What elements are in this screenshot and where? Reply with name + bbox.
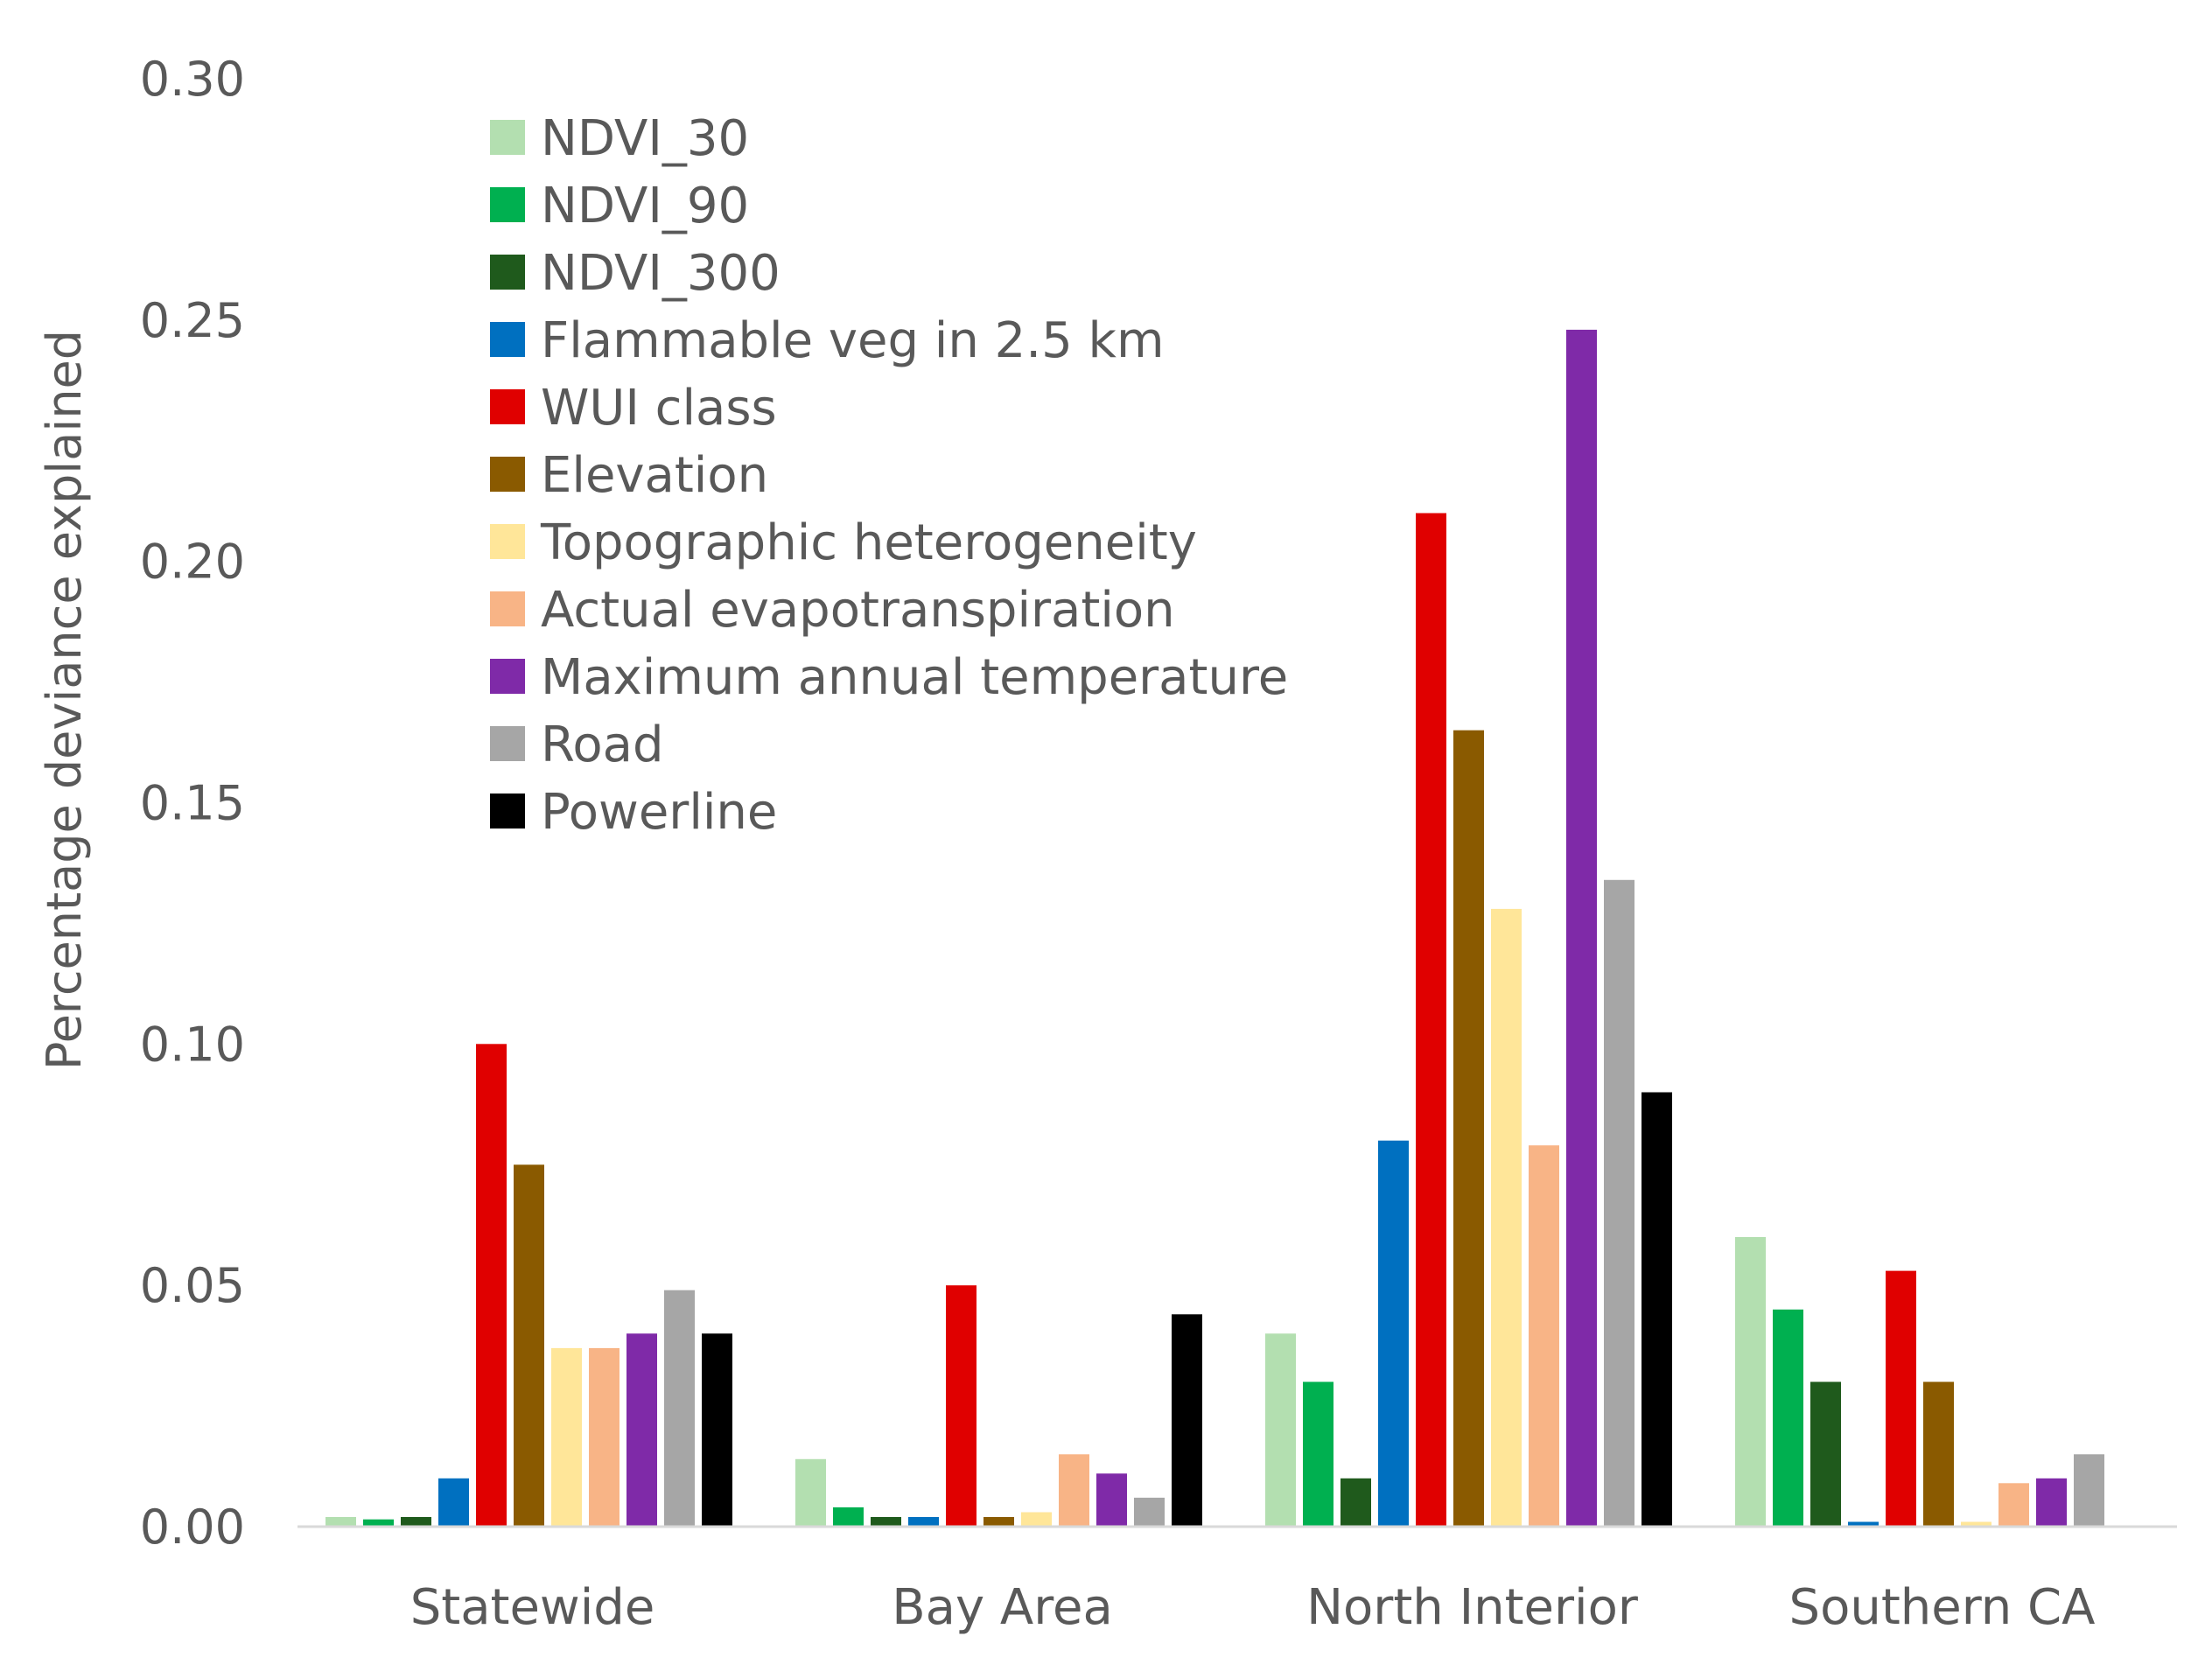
y-tick-label: 0.30: [140, 52, 245, 107]
bar-flammable-veg-in-2-5-km-statewide: [438, 1478, 469, 1527]
bar-flammable-veg-in-2-5-km-bay-area: [908, 1517, 939, 1527]
legend-swatch: [490, 794, 525, 829]
legend-swatch: [490, 457, 525, 492]
category-label: Statewide: [410, 1579, 655, 1636]
bar-powerline-statewide: [702, 1333, 732, 1527]
y-axis-ticks: 0.00 0.05 0.10 0.15 0.20 0.25 0.30: [140, 52, 245, 1555]
legend-label: Actual evapotranspiration: [541, 582, 1175, 639]
legend: NDVI_30 NDVI_90 NDVI_300 Flammable veg in 2…: [490, 110, 1288, 841]
legend-item: Powerline: [490, 784, 777, 841]
bar-road-bay-area: [1134, 1497, 1165, 1527]
legend-item: NDVI_90: [490, 178, 749, 234]
bar-ndvi-300-north-interior: [1340, 1478, 1371, 1527]
legend-swatch: [490, 255, 525, 290]
x-axis-labels: Statewide Bay Area North Interior Southern …: [410, 1579, 2096, 1636]
bar-powerline-bay-area: [1172, 1314, 1202, 1527]
bar-ndvi-300-bay-area: [871, 1517, 901, 1527]
bar-elevation-bay-area: [984, 1517, 1014, 1527]
legend-item: NDVI_30: [490, 110, 749, 167]
bar-topographic-heterogeneity-southern-ca: [1961, 1521, 1992, 1527]
legend-item: Topographic heterogeneity: [490, 514, 1197, 571]
legend-item: Maximum annual temperature: [490, 649, 1288, 706]
bar-flammable-veg-in-2-5-km-southern-ca: [1848, 1521, 1879, 1527]
legend-swatch: [490, 389, 525, 424]
bar-ndvi-30-statewide: [326, 1517, 356, 1527]
legend-label: Flammable veg in 2.5 km: [541, 312, 1165, 369]
y-tick-label: 0.25: [140, 293, 245, 348]
bar-road-southern-ca: [2074, 1454, 2104, 1528]
bar-elevation-statewide: [514, 1164, 544, 1528]
bar-actual-evapotranspiration-bay-area: [1059, 1454, 1089, 1528]
y-axis-title: Percentage deviance explained: [37, 330, 92, 1070]
bar-ndvi-30-southern-ca: [1735, 1237, 1766, 1527]
y-tick-label: 0.10: [140, 1017, 245, 1072]
bar-wui-class-statewide: [476, 1044, 507, 1527]
bar-topographic-heterogeneity-statewide: [551, 1347, 582, 1527]
bar-elevation-southern-ca: [1923, 1381, 1954, 1527]
legend-swatch: [490, 524, 525, 559]
bar-actual-evapotranspiration-north-interior: [1529, 1145, 1559, 1527]
legend-swatch: [490, 726, 525, 761]
legend-swatch: [490, 120, 525, 155]
legend-label: Powerline: [541, 784, 777, 841]
legend-label: Elevation: [541, 447, 768, 504]
legend-item: Road: [490, 717, 664, 773]
bar-actual-evapotranspiration-statewide: [589, 1347, 620, 1527]
bar-maximum-annual-temperature-north-interior: [1566, 329, 1597, 1527]
bar-maximum-annual-temperature-southern-ca: [2036, 1478, 2067, 1527]
y-tick-label: 0.20: [140, 535, 245, 590]
bar-road-north-interior: [1604, 879, 1634, 1527]
bar-wui-class-bay-area: [946, 1285, 976, 1527]
legend-label: NDVI_300: [541, 245, 780, 302]
category-label: Southern CA: [1789, 1579, 2096, 1636]
legend-label: Maximum annual temperature: [541, 649, 1288, 706]
bar-ndvi-90-north-interior: [1303, 1381, 1334, 1527]
bar-ndvi-300-statewide: [401, 1517, 431, 1527]
bar-ndvi-90-bay-area: [833, 1507, 864, 1527]
legend-swatch: [490, 322, 525, 357]
bar-topographic-heterogeneity-north-interior: [1491, 908, 1522, 1527]
bar-wui-class-north-interior: [1416, 513, 1446, 1527]
legend-item: WUI class: [490, 380, 777, 437]
y-tick-label: 0.05: [140, 1258, 245, 1313]
bar-flammable-veg-in-2-5-km-north-interior: [1378, 1140, 1409, 1527]
legend-label: NDVI_30: [541, 110, 749, 167]
legend-item: Elevation: [490, 447, 768, 504]
bar-topographic-heterogeneity-bay-area: [1021, 1512, 1052, 1527]
bar-powerline-north-interior: [1642, 1092, 1672, 1527]
y-tick-label: 0.15: [140, 776, 245, 831]
y-tick-label: 0.00: [140, 1500, 245, 1555]
bar-elevation-north-interior: [1453, 730, 1484, 1527]
legend-label: Topographic heterogeneity: [540, 514, 1197, 571]
bars: [326, 329, 2104, 1528]
legend-label: Road: [541, 717, 664, 773]
bar-road-statewide: [664, 1290, 695, 1527]
bar-ndvi-90-statewide: [363, 1519, 394, 1527]
bar-wui-class-southern-ca: [1886, 1270, 1916, 1527]
legend-swatch: [490, 187, 525, 222]
legend-swatch: [490, 591, 525, 626]
legend-swatch: [490, 659, 525, 694]
legend-label: WUI class: [541, 380, 777, 437]
legend-item: Flammable veg in 2.5 km: [490, 312, 1165, 369]
category-label: North Interior: [1306, 1579, 1639, 1636]
legend-label: NDVI_90: [541, 178, 749, 234]
bar-ndvi-300-southern-ca: [1810, 1381, 1841, 1527]
bar-actual-evapotranspiration-southern-ca: [1998, 1483, 2029, 1527]
bar-maximum-annual-temperature-statewide: [626, 1333, 657, 1527]
bar-ndvi-30-north-interior: [1265, 1333, 1296, 1527]
bar-ndvi-30-bay-area: [795, 1458, 826, 1527]
bar-ndvi-90-southern-ca: [1773, 1309, 1803, 1528]
legend-item: NDVI_300: [490, 245, 780, 302]
legend-item: Actual evapotranspiration: [490, 582, 1175, 639]
category-label: Bay Area: [892, 1579, 1113, 1636]
bar-maximum-annual-temperature-bay-area: [1096, 1473, 1127, 1527]
